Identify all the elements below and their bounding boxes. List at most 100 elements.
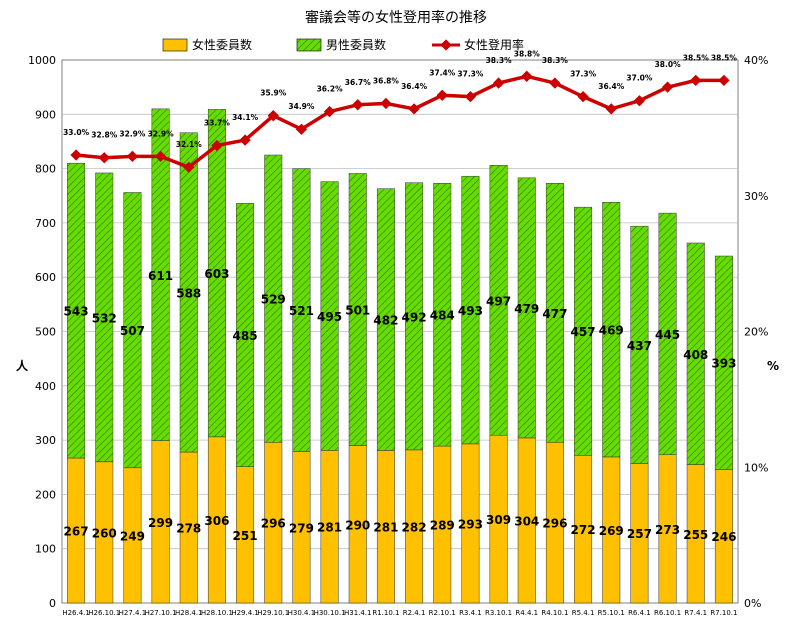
x-tick-label: R7.10.1 <box>710 609 737 617</box>
bar-female-label: 282 <box>402 520 427 534</box>
rate-marker <box>183 161 195 173</box>
bar-male <box>714 255 733 470</box>
bar-male-label: 437 <box>627 339 652 353</box>
rate-label: 38.3% <box>542 56 569 65</box>
bar-male-label: 507 <box>120 324 145 338</box>
bar-female-label: 299 <box>148 516 173 530</box>
bar-male-label: 485 <box>233 329 258 343</box>
x-tick-label: R5.4.1 <box>572 609 595 617</box>
y2-tick-label: 20% <box>744 326 768 339</box>
rate-marker <box>154 150 167 163</box>
bar-male-label: 408 <box>683 348 708 362</box>
bar-female-label: 260 <box>92 526 117 540</box>
rate-label: 32.8% <box>91 131 118 140</box>
bar-female-label: 251 <box>233 529 258 543</box>
bar-female-label: 289 <box>430 519 455 533</box>
rate-label: 38.5% <box>711 53 738 62</box>
legend-swatch-male <box>296 38 322 52</box>
y2-tick-label: 0% <box>744 597 761 610</box>
y2-tick-label: 40% <box>744 54 768 67</box>
y-tick-label: 1000 <box>28 54 56 67</box>
rate-label: 33.0% <box>63 128 90 137</box>
bar-male <box>602 202 621 458</box>
rate-label: 32.9% <box>119 129 146 138</box>
x-tick-label: H31.4.1 <box>344 609 372 617</box>
y-tick-label: 300 <box>35 434 56 447</box>
bar-male <box>207 109 226 438</box>
bar-female-label: 296 <box>261 517 286 531</box>
bar-male-label: 521 <box>289 304 314 318</box>
rate-marker <box>126 150 139 163</box>
x-tick-label: R3.10.1 <box>485 609 512 617</box>
bar-female-label: 290 <box>345 518 370 532</box>
bar-male <box>376 188 395 451</box>
bar-female-label: 279 <box>289 521 314 535</box>
bar-female-label: 267 <box>64 525 89 539</box>
bar-male <box>433 183 452 447</box>
y-tick-label: 0 <box>49 597 56 610</box>
x-tick-label: R6.10.1 <box>654 609 681 617</box>
bar-female-label: 257 <box>627 527 652 541</box>
rate-marker <box>239 134 251 146</box>
bar-male <box>123 192 142 469</box>
bar-male-label: 501 <box>345 304 370 318</box>
x-tick-label: H26.4.1 <box>62 609 90 617</box>
rate-label: 38.8% <box>514 49 541 58</box>
bar-male-label: 543 <box>64 305 89 319</box>
bar-male-label: 477 <box>542 307 567 321</box>
legend-label-rate: 女性登用率 <box>464 37 524 52</box>
legend-label-female: 女性委員数 <box>192 37 252 52</box>
bar-male <box>686 242 705 465</box>
bar-male <box>545 183 564 443</box>
bar-male <box>292 168 311 452</box>
rate-marker <box>211 139 223 152</box>
x-tick-label: H27.4.1 <box>119 609 147 617</box>
bar-male-label: 479 <box>514 302 539 316</box>
x-tick-label: R4.4.1 <box>515 609 538 617</box>
bar-male <box>574 206 593 456</box>
legend-marker-rate <box>440 39 452 51</box>
bar-male <box>179 132 198 453</box>
rate-label: 38.3% <box>486 56 513 65</box>
bar-male <box>489 165 508 436</box>
x-tick-label: R4.10.1 <box>541 609 568 617</box>
x-tick-label: H29.4.1 <box>231 609 259 617</box>
rate-label: 37.3% <box>570 70 597 79</box>
x-tick-label: H28.4.1 <box>175 609 203 617</box>
chart-title: 審議会等の女性登用率の推移 <box>305 9 487 26</box>
x-tick-label: R2.4.1 <box>403 609 426 617</box>
x-tick-label: H30.4.1 <box>288 609 316 617</box>
rate-label: 33.7% <box>204 119 231 128</box>
y-tick-label: 800 <box>35 163 56 176</box>
rate-label: 38.5% <box>683 53 710 62</box>
rate-label: 37.0% <box>626 74 653 83</box>
bar-female-label: 273 <box>655 523 680 537</box>
y-axis-title: 人 <box>16 358 29 373</box>
bar-male-label: 529 <box>261 293 286 307</box>
bar-male <box>320 181 339 451</box>
bar-female-label: 309 <box>486 513 511 527</box>
bar-male <box>405 182 424 451</box>
rate-label: 34.9% <box>288 102 315 111</box>
bar-female-label: 281 <box>373 521 398 535</box>
bar-male-label: 532 <box>92 311 117 325</box>
y-tick-label: 200 <box>35 488 56 501</box>
rate-line <box>75 74 724 169</box>
bar-male <box>151 108 170 441</box>
bar-male <box>95 172 114 463</box>
rate-label: 36.4% <box>401 82 428 91</box>
bar-female-label: 278 <box>176 522 201 536</box>
bar-male <box>264 154 283 443</box>
bar-male-label: 482 <box>373 314 398 328</box>
x-tick-label: R1.10.1 <box>372 609 399 617</box>
bar-male <box>67 162 86 459</box>
y-tick-label: 900 <box>35 108 56 121</box>
bar-male <box>348 173 367 446</box>
bar-male-label: 588 <box>176 286 201 300</box>
x-tick-label: H30.10.1 <box>314 609 346 617</box>
bar-female-label: 293 <box>458 517 483 531</box>
bar-male <box>630 225 649 464</box>
rate-label: 35.9% <box>260 89 287 98</box>
bar-male-label: 445 <box>655 328 680 342</box>
